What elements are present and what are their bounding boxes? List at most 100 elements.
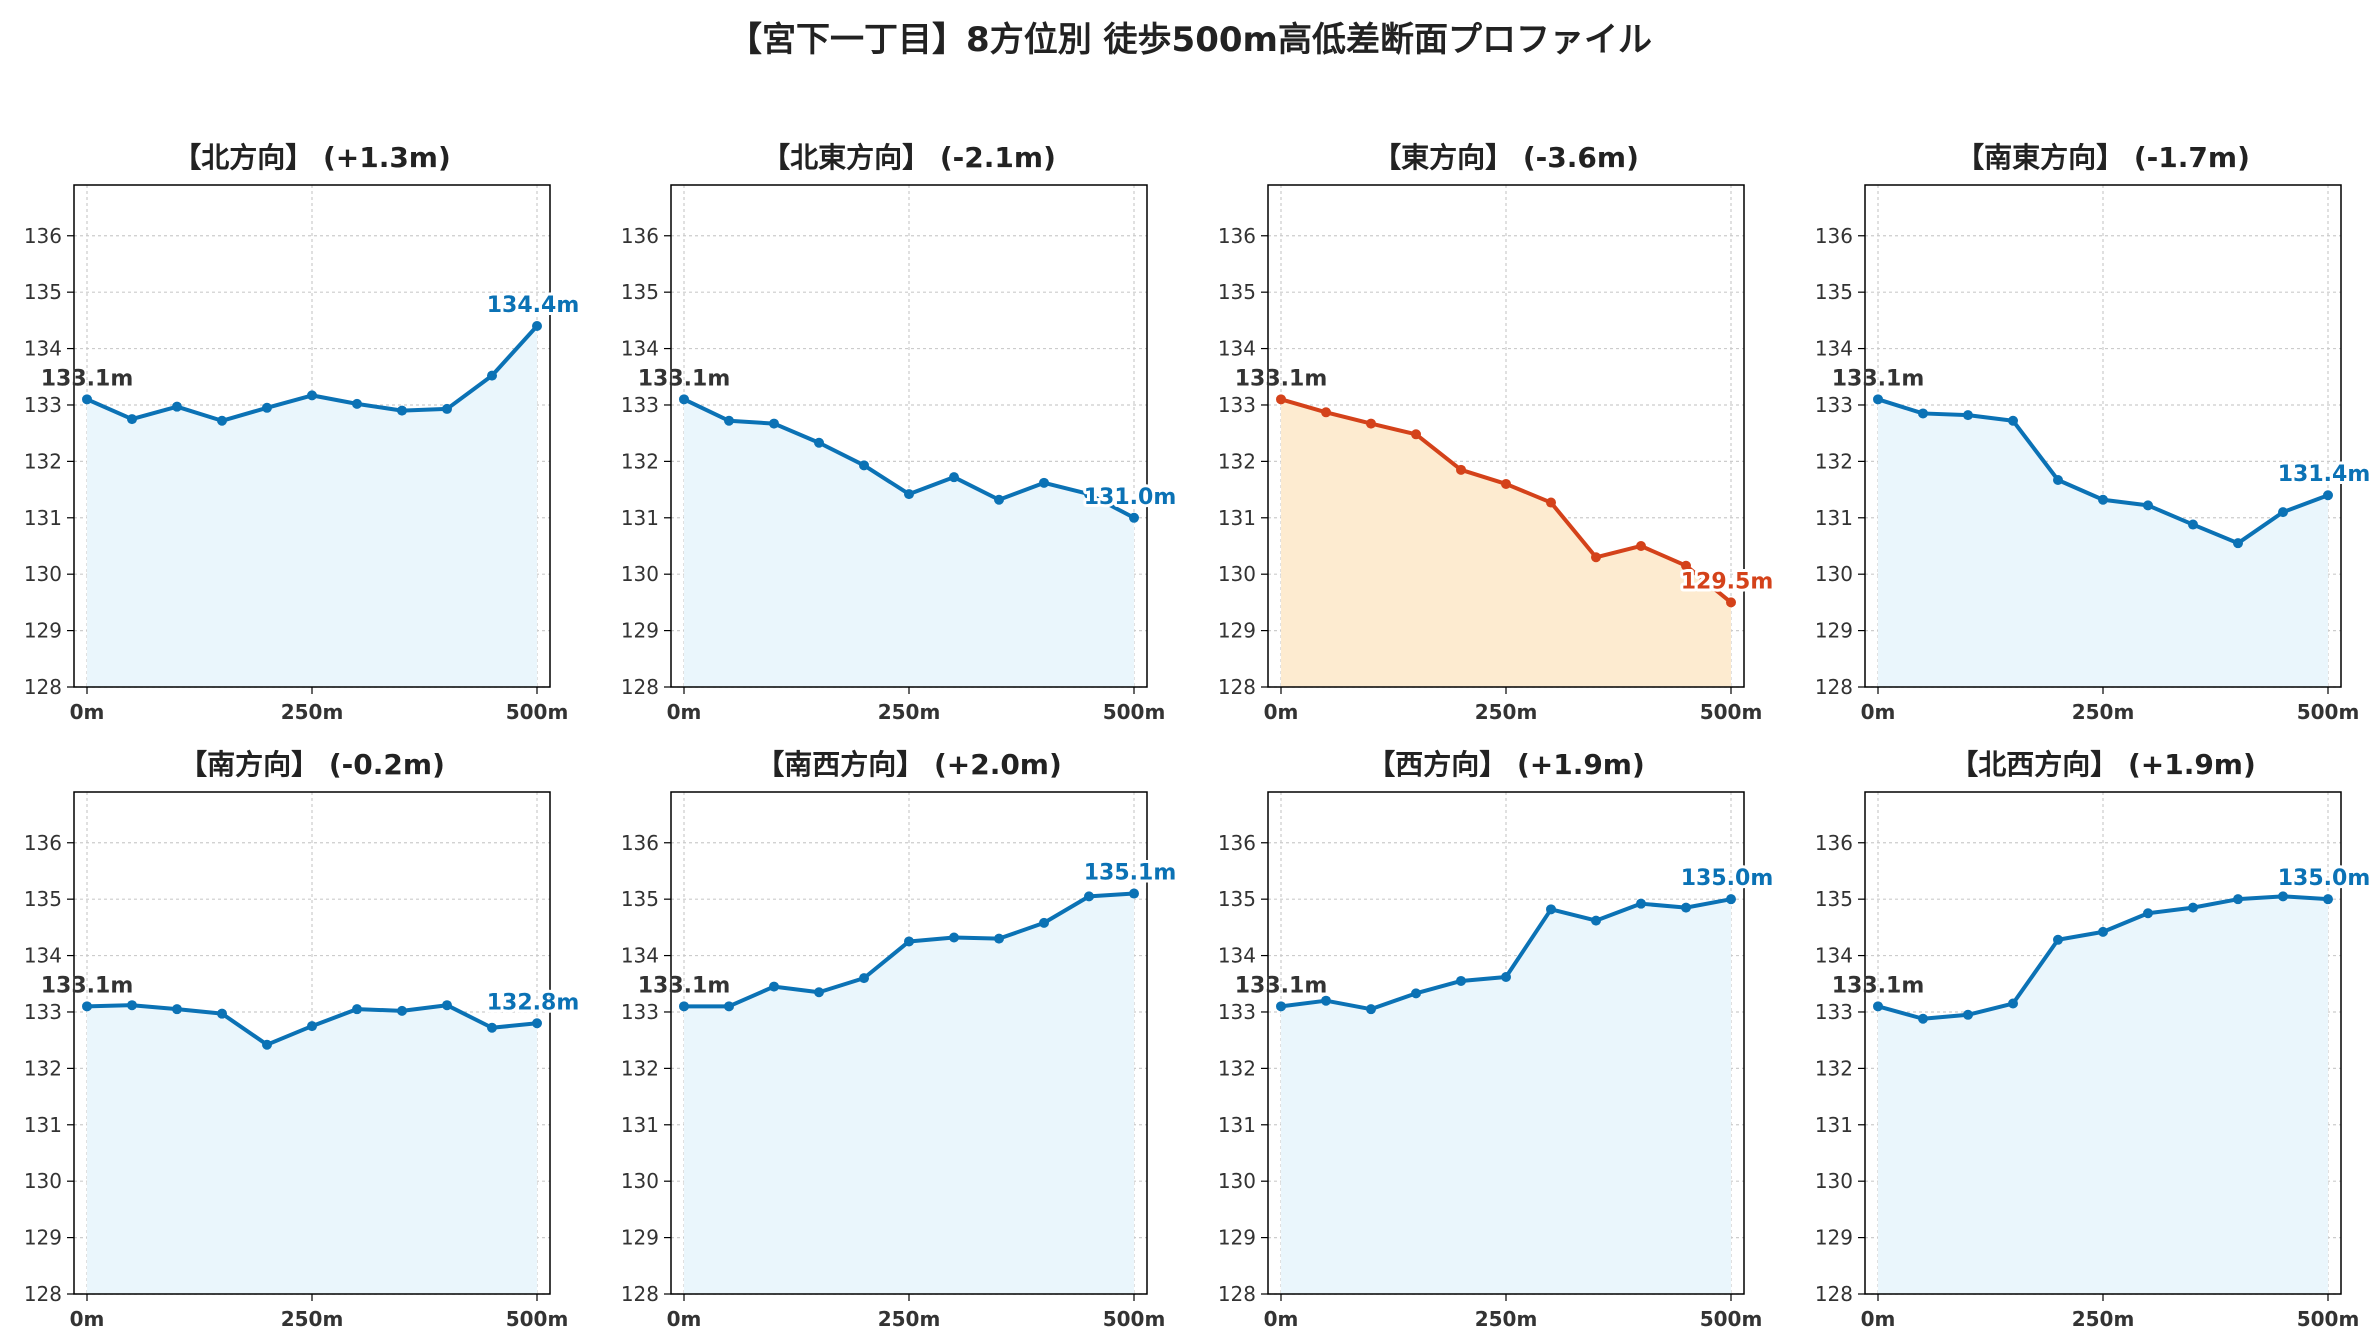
data-point [352,398,362,409]
y-tick-label: 131 [621,506,659,530]
y-tick-label: 131 [24,506,62,530]
x-tick-label: 0m [1264,700,1299,724]
chart-title: 【南東方向】 (-1.7m) [1956,141,2250,174]
y-tick-label: 133 [24,1000,62,1024]
chart-title: 【南方向】 (-0.2m) [179,748,445,781]
x-tick-label: 0m [667,1307,702,1331]
data-point [442,403,452,414]
end-elevation-label: 134.4m [487,293,580,318]
data-point [1591,915,1601,926]
y-tick-label: 135 [24,280,62,304]
data-point [2098,494,2108,505]
y-tick-label: 128 [621,1282,659,1306]
y-tick-label: 136 [24,831,62,855]
y-tick-label: 133 [1218,1000,1256,1024]
area-fill [87,1005,537,1294]
y-tick-label: 128 [621,675,659,699]
x-tick-label: 0m [1264,1307,1299,1331]
data-point [217,1008,227,1019]
end-elevation-label: 132.8m [487,990,580,1015]
x-tick-label: 500m [2297,700,2360,724]
data-point [1591,552,1601,563]
y-tick-label: 129 [1815,619,1853,643]
data-point [859,973,869,984]
y-tick-label: 129 [24,619,62,643]
y-tick-label: 131 [1815,506,1853,530]
y-tick-label: 132 [24,1056,62,1080]
data-point [724,415,734,426]
y-tick-label: 128 [1815,675,1853,699]
data-point [904,489,914,500]
start-elevation-label: 133.1m [1235,366,1328,391]
data-point [127,1000,137,1011]
x-tick-label: 250m [281,700,344,724]
y-tick-label: 130 [1218,1169,1256,1193]
data-point [2233,894,2243,905]
end-elevation-label-halo: 132.8m [487,990,580,1015]
x-tick-label: 250m [878,700,941,724]
y-tick-label: 135 [621,887,659,911]
x-tick-label: 250m [2072,700,2135,724]
y-tick-label: 131 [1218,1113,1256,1137]
data-point [1129,888,1139,899]
y-tick-label: 133 [1815,1000,1853,1024]
end-elevation-label: 135.1m [1084,861,1177,886]
data-point [769,418,779,429]
data-point [2278,507,2288,518]
y-tick-label: 134 [1218,337,1256,361]
data-point [1546,904,1556,915]
data-point [352,1004,362,1015]
y-tick-label: 131 [1218,506,1256,530]
data-point [82,1001,92,1012]
area-fill [1281,399,1731,687]
end-elevation-label-halo: 135.1m [1084,861,1177,886]
y-tick-label: 130 [1815,1169,1853,1193]
data-point [217,415,227,426]
data-point [1456,975,1466,986]
data-point [1726,597,1736,608]
y-tick-label: 134 [1815,944,1853,968]
y-tick-label: 130 [24,562,62,586]
x-tick-label: 500m [1700,1307,1763,1331]
data-point [1681,902,1691,913]
area-fill [1878,399,2328,687]
data-point [2233,538,2243,549]
start-elevation-label: 133.1m [1832,366,1925,391]
x-tick-label: 250m [878,1307,941,1331]
chart-panel: 【北方向】 (+1.3m) 128 129 130 131 132 133 134 135 136… [24,141,582,724]
start-elevation-label: 133.1m [41,366,134,391]
y-tick-label: 128 [24,1282,62,1306]
y-tick-label: 133 [621,393,659,417]
x-tick-label: 500m [506,700,569,724]
y-tick-label: 136 [24,224,62,248]
data-point [1084,489,1094,500]
x-tick-label: 250m [281,1307,344,1331]
y-tick-label: 129 [1815,1226,1853,1250]
chart-title: 【西方向】 (+1.9m) [1367,748,1645,781]
data-point [2008,415,2018,426]
data-point [487,370,497,381]
y-tick-label: 130 [24,1169,62,1193]
figure-title: 【宮下一丁目】8方位別 徒歩500m高低差断面プロファイル [728,20,1652,60]
chart-title: 【東方向】 (-3.6m) [1373,141,1639,174]
end-elevation-label-halo: 135.0m [1681,866,1774,891]
data-point [307,390,317,401]
data-point [262,402,272,413]
y-tick-label: 130 [621,1169,659,1193]
y-tick-label: 130 [1815,562,1853,586]
x-tick-label: 500m [1700,700,1763,724]
y-tick-label: 130 [1218,562,1256,586]
data-point [1321,407,1331,418]
data-point [2188,902,2198,913]
data-point [127,414,137,425]
x-tick-label: 500m [1103,700,1166,724]
chart-panel: 【北東方向】 (-2.1m) 128 129 130 131 132 133 134 135 13… [621,141,1179,724]
chart-panel: 【南東方向】 (-1.7m) 128 129 130 131 132 133 134 135 13… [1815,141,2373,724]
end-elevation-label: 135.0m [2278,866,2371,891]
data-point [307,1021,317,1032]
data-point [397,1005,407,1016]
y-tick-label: 128 [1815,1282,1853,1306]
x-tick-label: 250m [2072,1307,2135,1331]
y-tick-label: 128 [24,675,62,699]
